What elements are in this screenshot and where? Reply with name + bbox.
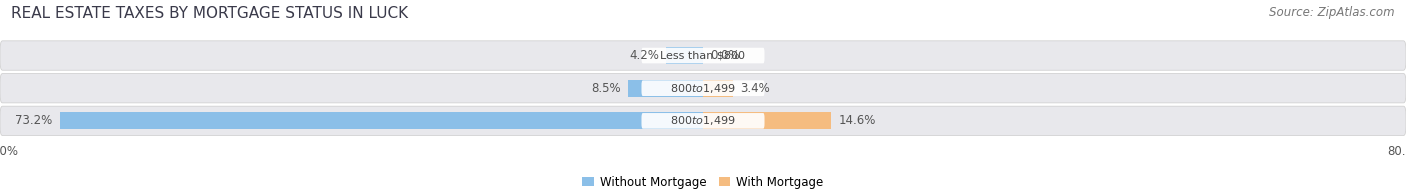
Text: REAL ESTATE TAXES BY MORTGAGE STATUS IN LUCK: REAL ESTATE TAXES BY MORTGAGE STATUS IN … [11,6,408,21]
Text: $800 to $1,499: $800 to $1,499 [671,114,735,127]
Bar [59,112,703,129]
Text: 14.6%: 14.6% [838,114,876,127]
Text: 4.2%: 4.2% [630,49,659,62]
Bar [703,112,831,129]
FancyBboxPatch shape [0,106,1406,136]
Text: 3.4%: 3.4% [740,82,769,95]
Text: $800 to $1,499: $800 to $1,499 [671,82,735,95]
Text: Less than $800: Less than $800 [661,51,745,61]
FancyBboxPatch shape [0,41,1406,70]
FancyBboxPatch shape [0,74,1406,103]
Legend: Without Mortgage, With Mortgage: Without Mortgage, With Mortgage [578,171,828,193]
Text: 8.5%: 8.5% [592,82,621,95]
FancyBboxPatch shape [641,113,765,129]
Bar [666,47,703,64]
FancyBboxPatch shape [641,80,765,96]
Bar [703,80,733,97]
FancyBboxPatch shape [641,48,765,63]
Text: 0.0%: 0.0% [710,49,740,62]
Text: 73.2%: 73.2% [15,114,53,127]
Text: Source: ZipAtlas.com: Source: ZipAtlas.com [1270,6,1395,19]
Bar [628,80,703,97]
